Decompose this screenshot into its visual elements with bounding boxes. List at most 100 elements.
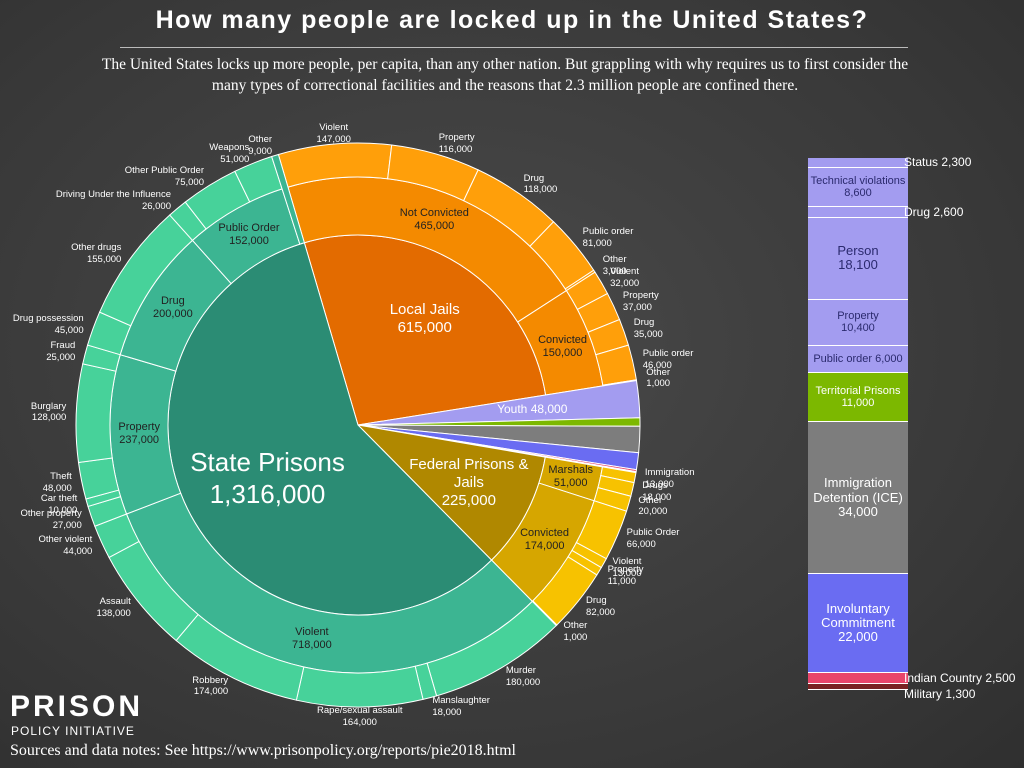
column-segment xyxy=(808,684,908,690)
slice-label: Public order 81,000 xyxy=(583,227,634,251)
slice-label: Drugs 18,000 xyxy=(642,480,671,504)
slice-label: Drug 82,000 xyxy=(586,595,615,619)
segment-label: Immigration Detention (ICE) 34,000 xyxy=(808,476,908,519)
label-value: 116,000 xyxy=(438,144,473,156)
slice-label: Public Order 152,000 xyxy=(218,222,279,248)
label-value: 82,000 xyxy=(586,607,616,619)
label-name: Property xyxy=(622,290,659,302)
slice-label: Driving Under the Influence 26,000 xyxy=(56,189,171,213)
label-value: 10,400 xyxy=(841,322,875,335)
label-name: Other xyxy=(248,134,273,146)
label-name: Immigration Detention (ICE) xyxy=(813,475,903,505)
slice-label: Property 37,000 xyxy=(623,290,659,314)
segment-label: Person 18,100 xyxy=(837,243,878,273)
label-value: 20,000 xyxy=(638,506,668,518)
slice-label: Property 116,000 xyxy=(439,132,475,156)
label-name: Public Order xyxy=(218,221,280,234)
label-value: 1,300 xyxy=(945,686,976,701)
label-name: Public order xyxy=(642,348,694,360)
slice-label: Drug possession 45,000 xyxy=(13,313,84,337)
slice-label: Theft 48,000 xyxy=(43,471,72,495)
segment-label: Public order 6,000 xyxy=(813,353,902,365)
label-name: Public Order xyxy=(626,527,680,539)
segment-label: Drug 2,600 xyxy=(904,205,963,219)
label-name: Weapons xyxy=(209,142,250,154)
label-name: Rape/sexual assault xyxy=(317,705,403,717)
segment-label: Military 1,300 xyxy=(904,687,975,701)
chart-title: How many people are locked up in the Uni… xyxy=(155,6,869,34)
label-name: Burglary xyxy=(30,400,67,412)
label-value: 180,000 xyxy=(505,676,541,688)
label-name: Drug xyxy=(586,595,607,607)
label-value: 75,000 xyxy=(174,176,204,188)
segment-label: Involuntary Commitment 22,000 xyxy=(808,601,908,645)
slice-label: Other 1,000 xyxy=(646,367,670,391)
label-name: Driving Under the Influence xyxy=(55,188,171,200)
label-name: Assault xyxy=(99,596,131,608)
label-name: Technical violations xyxy=(810,174,906,187)
slice-label: Convicted 174,000 xyxy=(520,526,569,552)
slice-label: Burglary 128,000 xyxy=(31,401,66,425)
item-arc xyxy=(75,363,117,464)
label-name: Other violent xyxy=(38,534,93,546)
label-value: 32,000 xyxy=(610,277,640,289)
label-value: 13,000 xyxy=(612,568,642,580)
source-note: Sources and data notes: See https://www.… xyxy=(10,742,516,759)
label-value: 1,000 xyxy=(563,632,588,644)
label-name: Public order xyxy=(582,226,634,238)
label-value: 150,000 xyxy=(542,346,583,359)
slice-label: Assault 138,000 xyxy=(96,597,130,621)
slice-label: Other drugs 155,000 xyxy=(71,242,121,266)
slice-label: Car theft 10,000 xyxy=(41,494,77,518)
label-value: 48,000 xyxy=(42,482,72,494)
slice-label: Local Jails 615,000 xyxy=(360,301,490,337)
slice-label: State Prisons 1,316,000 xyxy=(168,447,368,509)
slice-label: Murder 180,000 xyxy=(506,665,540,689)
slice-label: Weapons 51,000 xyxy=(209,142,249,166)
label-value: 66,000 xyxy=(626,539,656,551)
slice-label: Drug 118,000 xyxy=(524,173,558,197)
label-name: Not Convicted xyxy=(399,206,469,219)
label-value: 18,100 xyxy=(838,257,878,273)
detail-column: Status 2,300 Technical violations 8,600 Dru… xyxy=(808,155,1015,701)
slice-label: Robbery 174,000 xyxy=(192,675,228,699)
label-name: Violent xyxy=(295,625,329,638)
label-value: 37,000 xyxy=(622,302,652,314)
label-value: 237,000 xyxy=(119,433,160,446)
segment-label: Property 10,400 xyxy=(837,310,879,334)
group-arc xyxy=(271,153,305,245)
label-name: Status xyxy=(904,155,939,170)
label-value: 51,000 xyxy=(220,153,250,165)
label-name: Murder xyxy=(505,664,536,676)
label-name: Youth xyxy=(497,401,528,416)
slice-label: Drug 200,000 xyxy=(153,295,193,321)
label-value: 718,000 xyxy=(292,639,332,652)
label-name: Marshals xyxy=(548,463,594,476)
label-name: Robbery xyxy=(192,674,229,686)
label-value: 9,000 xyxy=(248,145,273,157)
title-rule xyxy=(120,47,908,48)
label-value: 128,000 xyxy=(31,412,67,424)
column-segment: Technical violations 8,600 xyxy=(808,168,908,207)
label-value: 1,000 xyxy=(646,378,671,390)
label-name: Fraud xyxy=(50,340,76,351)
label-name: Property xyxy=(607,564,644,576)
slice-label: Public Order 66,000 xyxy=(627,527,680,551)
label-name: Other drugs xyxy=(71,242,122,254)
slice-label: Other 20,000 xyxy=(638,495,667,519)
column-segment xyxy=(808,206,908,219)
slice-label: Property 237,000 xyxy=(118,421,160,447)
label-value: 34,000 xyxy=(838,503,878,519)
label-name: Other xyxy=(563,620,588,632)
label-name: Drugs xyxy=(642,479,668,491)
column-segment: Person 18,100 xyxy=(808,218,908,300)
label-value: 35,000 xyxy=(633,328,663,340)
label-value: 22,000 xyxy=(838,629,878,645)
slice-label: Violent 32,000 xyxy=(610,266,639,290)
label-value: 164,000 xyxy=(342,716,377,728)
label-name: Theft xyxy=(50,470,72,482)
label-name: Property xyxy=(118,420,160,433)
label-name: Property xyxy=(837,310,879,323)
slice-label: Violent 13,000 xyxy=(613,556,642,580)
label-value: 3,000 xyxy=(602,265,627,277)
